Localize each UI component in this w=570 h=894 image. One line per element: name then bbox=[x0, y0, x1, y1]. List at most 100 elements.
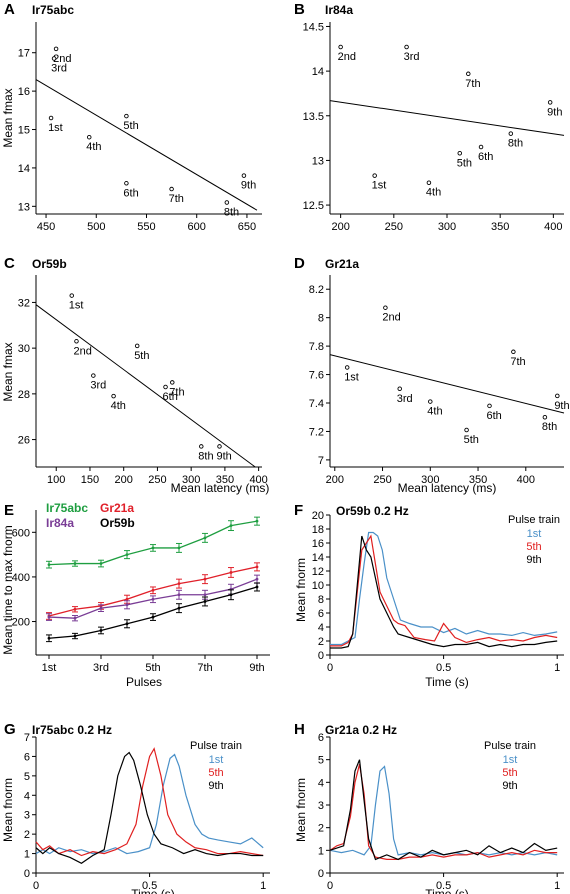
y-tick-label: 4 bbox=[24, 790, 30, 802]
data-point bbox=[255, 577, 259, 581]
point-label: 3rd bbox=[404, 51, 420, 63]
point-label: 2nd bbox=[338, 51, 356, 63]
x-tick-label: 0 bbox=[327, 662, 333, 674]
x-tick-label: 3rd bbox=[93, 662, 109, 674]
panel-h: H Gr21a 0.2 Hz 0 0.5 1 0 1 2 3 4 5 6 Mean fnorm Time … bbox=[294, 721, 564, 894]
y-tick-label: 7 bbox=[318, 455, 324, 467]
y-axis-label: Mean fnorm bbox=[294, 778, 308, 842]
point-label: 1st bbox=[344, 371, 359, 383]
data-point bbox=[111, 393, 116, 399]
x-tick-label: 200 bbox=[115, 474, 133, 486]
point-label: 2nd bbox=[382, 312, 400, 324]
x-tick-label: 0.5 bbox=[142, 880, 157, 892]
y-tick-label: 8 bbox=[318, 594, 324, 606]
series-line bbox=[48, 586, 258, 639]
data-point bbox=[48, 115, 54, 121]
data-point bbox=[217, 444, 222, 449]
data-point bbox=[404, 44, 409, 50]
x-tick-label: 200 bbox=[331, 221, 349, 233]
point-label: 5th bbox=[123, 120, 138, 132]
panel-letter: A bbox=[4, 1, 15, 18]
legend-title: Pulse train bbox=[190, 740, 242, 752]
x-tick-label: 650 bbox=[238, 221, 256, 233]
data-point bbox=[134, 343, 140, 349]
y-tick-label: 7.4 bbox=[309, 398, 324, 410]
point-label: 9th bbox=[554, 400, 569, 412]
x-tick-label: 350 bbox=[216, 474, 234, 486]
y-tick-label: 4 bbox=[318, 777, 324, 789]
x-tick-label: 400 bbox=[544, 221, 562, 233]
y-tick-label: 2 bbox=[318, 823, 324, 835]
x-tick-label: 300 bbox=[182, 474, 200, 486]
series-line bbox=[329, 759, 558, 861]
y-tick-label: 16 bbox=[312, 538, 324, 550]
data-point bbox=[47, 615, 51, 619]
point-label: 8th bbox=[542, 421, 557, 433]
point-label: 8th bbox=[224, 206, 239, 218]
data-point bbox=[47, 636, 51, 640]
series-line bbox=[35, 747, 264, 857]
legend-title: Pulse train bbox=[508, 514, 560, 526]
point-label: 7th bbox=[465, 78, 480, 90]
point-label: 7th bbox=[169, 386, 184, 398]
x-tick-label: 9th bbox=[249, 662, 264, 674]
data-point bbox=[372, 173, 377, 178]
x-tick-label: 250 bbox=[373, 474, 391, 486]
legend-entry: 9th bbox=[502, 780, 517, 792]
point-label: 1st bbox=[48, 122, 63, 134]
series-line bbox=[48, 520, 258, 566]
data-point bbox=[177, 546, 181, 550]
x-tick-label: 400 bbox=[249, 474, 267, 486]
y-tick-label: 1 bbox=[24, 849, 30, 861]
y-tick-label: 16 bbox=[18, 86, 30, 98]
data-point bbox=[203, 600, 207, 603]
panel-c: C Or59b 100 150 200 250 300 350 400 26 28 30 32 Mean … bbox=[1, 255, 269, 495]
y-tick-label: 4 bbox=[318, 622, 324, 634]
point-label: 1st bbox=[372, 180, 387, 192]
series-line bbox=[330, 534, 558, 647]
data-point bbox=[124, 113, 129, 119]
data-point bbox=[125, 553, 129, 557]
y-tick-label: 200 bbox=[12, 617, 30, 629]
y-tick-label: 3 bbox=[318, 800, 324, 812]
data-point bbox=[338, 44, 343, 50]
legend-entry: 1st bbox=[209, 754, 224, 766]
panel-title: Gr21a bbox=[325, 257, 359, 271]
y-tick-label: 0 bbox=[318, 650, 324, 662]
data-point bbox=[125, 622, 129, 626]
panel-letter: B bbox=[294, 1, 305, 18]
data-point bbox=[151, 615, 155, 619]
data-point bbox=[383, 305, 388, 310]
series-line bbox=[329, 764, 558, 861]
data-point bbox=[151, 588, 155, 592]
panel-letter: H bbox=[294, 721, 305, 738]
data-point bbox=[169, 186, 174, 192]
x-tick-label: 200 bbox=[326, 474, 344, 486]
x-tick-label: 350 bbox=[491, 221, 509, 233]
y-tick-label: 14.5 bbox=[303, 21, 324, 33]
y-tick-label: 8.2 bbox=[309, 284, 324, 296]
legend-entry: 9th bbox=[526, 554, 541, 566]
data-point bbox=[91, 373, 96, 378]
data-point bbox=[124, 181, 129, 186]
data-point bbox=[69, 293, 75, 298]
point-label: 3rd bbox=[51, 62, 67, 74]
point-label: 5th bbox=[457, 157, 472, 169]
y-tick-label: 7.6 bbox=[309, 370, 324, 382]
y-tick-label: 15 bbox=[18, 125, 30, 137]
y-tick-label: 12 bbox=[312, 566, 324, 578]
y-tick-label: 1 bbox=[318, 845, 324, 857]
x-tick-label: 5th bbox=[145, 662, 160, 674]
panel-d: D Gr21a 200 250 300 350 400 7 7.2 7.4 7.6 7.8 8 8.2 Me… bbox=[294, 255, 570, 495]
point-label: 4th bbox=[427, 406, 442, 418]
data-point bbox=[229, 524, 233, 528]
point-label: 9th bbox=[216, 450, 231, 462]
point-label: 8th bbox=[508, 138, 523, 150]
data-point bbox=[51, 56, 57, 61]
data-point bbox=[151, 597, 155, 601]
point-label: 4th bbox=[426, 187, 441, 199]
panel-f: F Or59b 0.2 Hz0 0.5 102468101214161820Mean … bbox=[294, 502, 564, 689]
x-axis-label: Time (s) bbox=[425, 675, 469, 689]
panel-b: B Ir84a 200 250 300 350 400 12.5 13 13.5 14 14.5 1st… bbox=[294, 1, 565, 233]
y-axis-label: Mean fnorm bbox=[1, 778, 15, 842]
